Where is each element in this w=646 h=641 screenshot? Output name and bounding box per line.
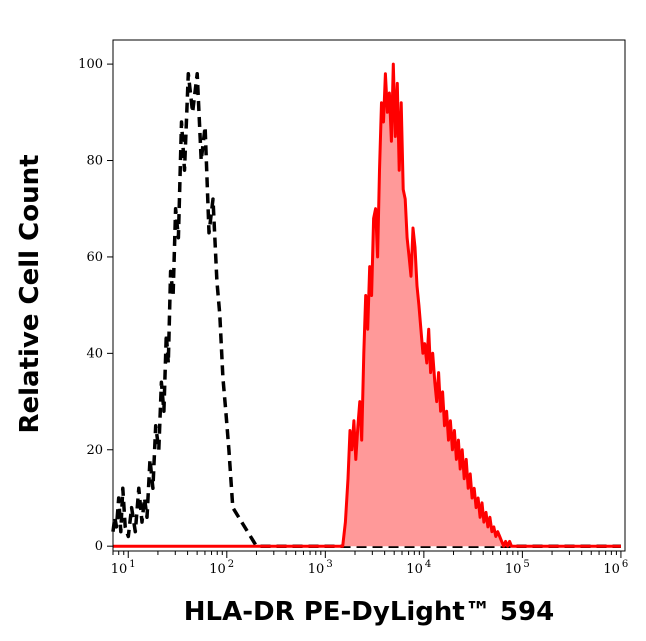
y-tick-label: 20 [86, 443, 103, 458]
y-tick-label: 100 [78, 57, 103, 72]
y-tick-label: 80 [86, 154, 103, 169]
x-tick-label: 10 [603, 562, 620, 577]
x-tick-exponent: 6 [622, 559, 628, 570]
y-tick-label: 60 [86, 250, 103, 265]
x-tick-label: 10 [209, 562, 226, 577]
series-1-area [113, 64, 621, 547]
y-axis-title: Relative Cell Count [15, 154, 45, 433]
series-0-line [111, 71, 621, 548]
x-tick-label: 10 [505, 562, 522, 577]
plot-area [111, 62, 621, 548]
x-tick-label: 10 [406, 562, 423, 577]
x-tick-label: 10 [308, 562, 325, 577]
x-tick-exponent: 3 [326, 559, 332, 570]
y-tick-label: 40 [86, 346, 103, 361]
x-tick-exponent: 2 [228, 559, 234, 570]
x-tick-exponent: 5 [523, 559, 529, 570]
x-tick-label: 10 [111, 562, 128, 577]
series-1-line [113, 62, 621, 548]
x-tick-exponent: 1 [129, 559, 135, 570]
plot-frame [112, 39, 626, 552]
y-tick-label: 0 [95, 539, 103, 554]
x-axis-title: HLA-DR PE-DyLight™ 594 [184, 597, 554, 627]
x-tick-exponent: 4 [425, 559, 431, 570]
